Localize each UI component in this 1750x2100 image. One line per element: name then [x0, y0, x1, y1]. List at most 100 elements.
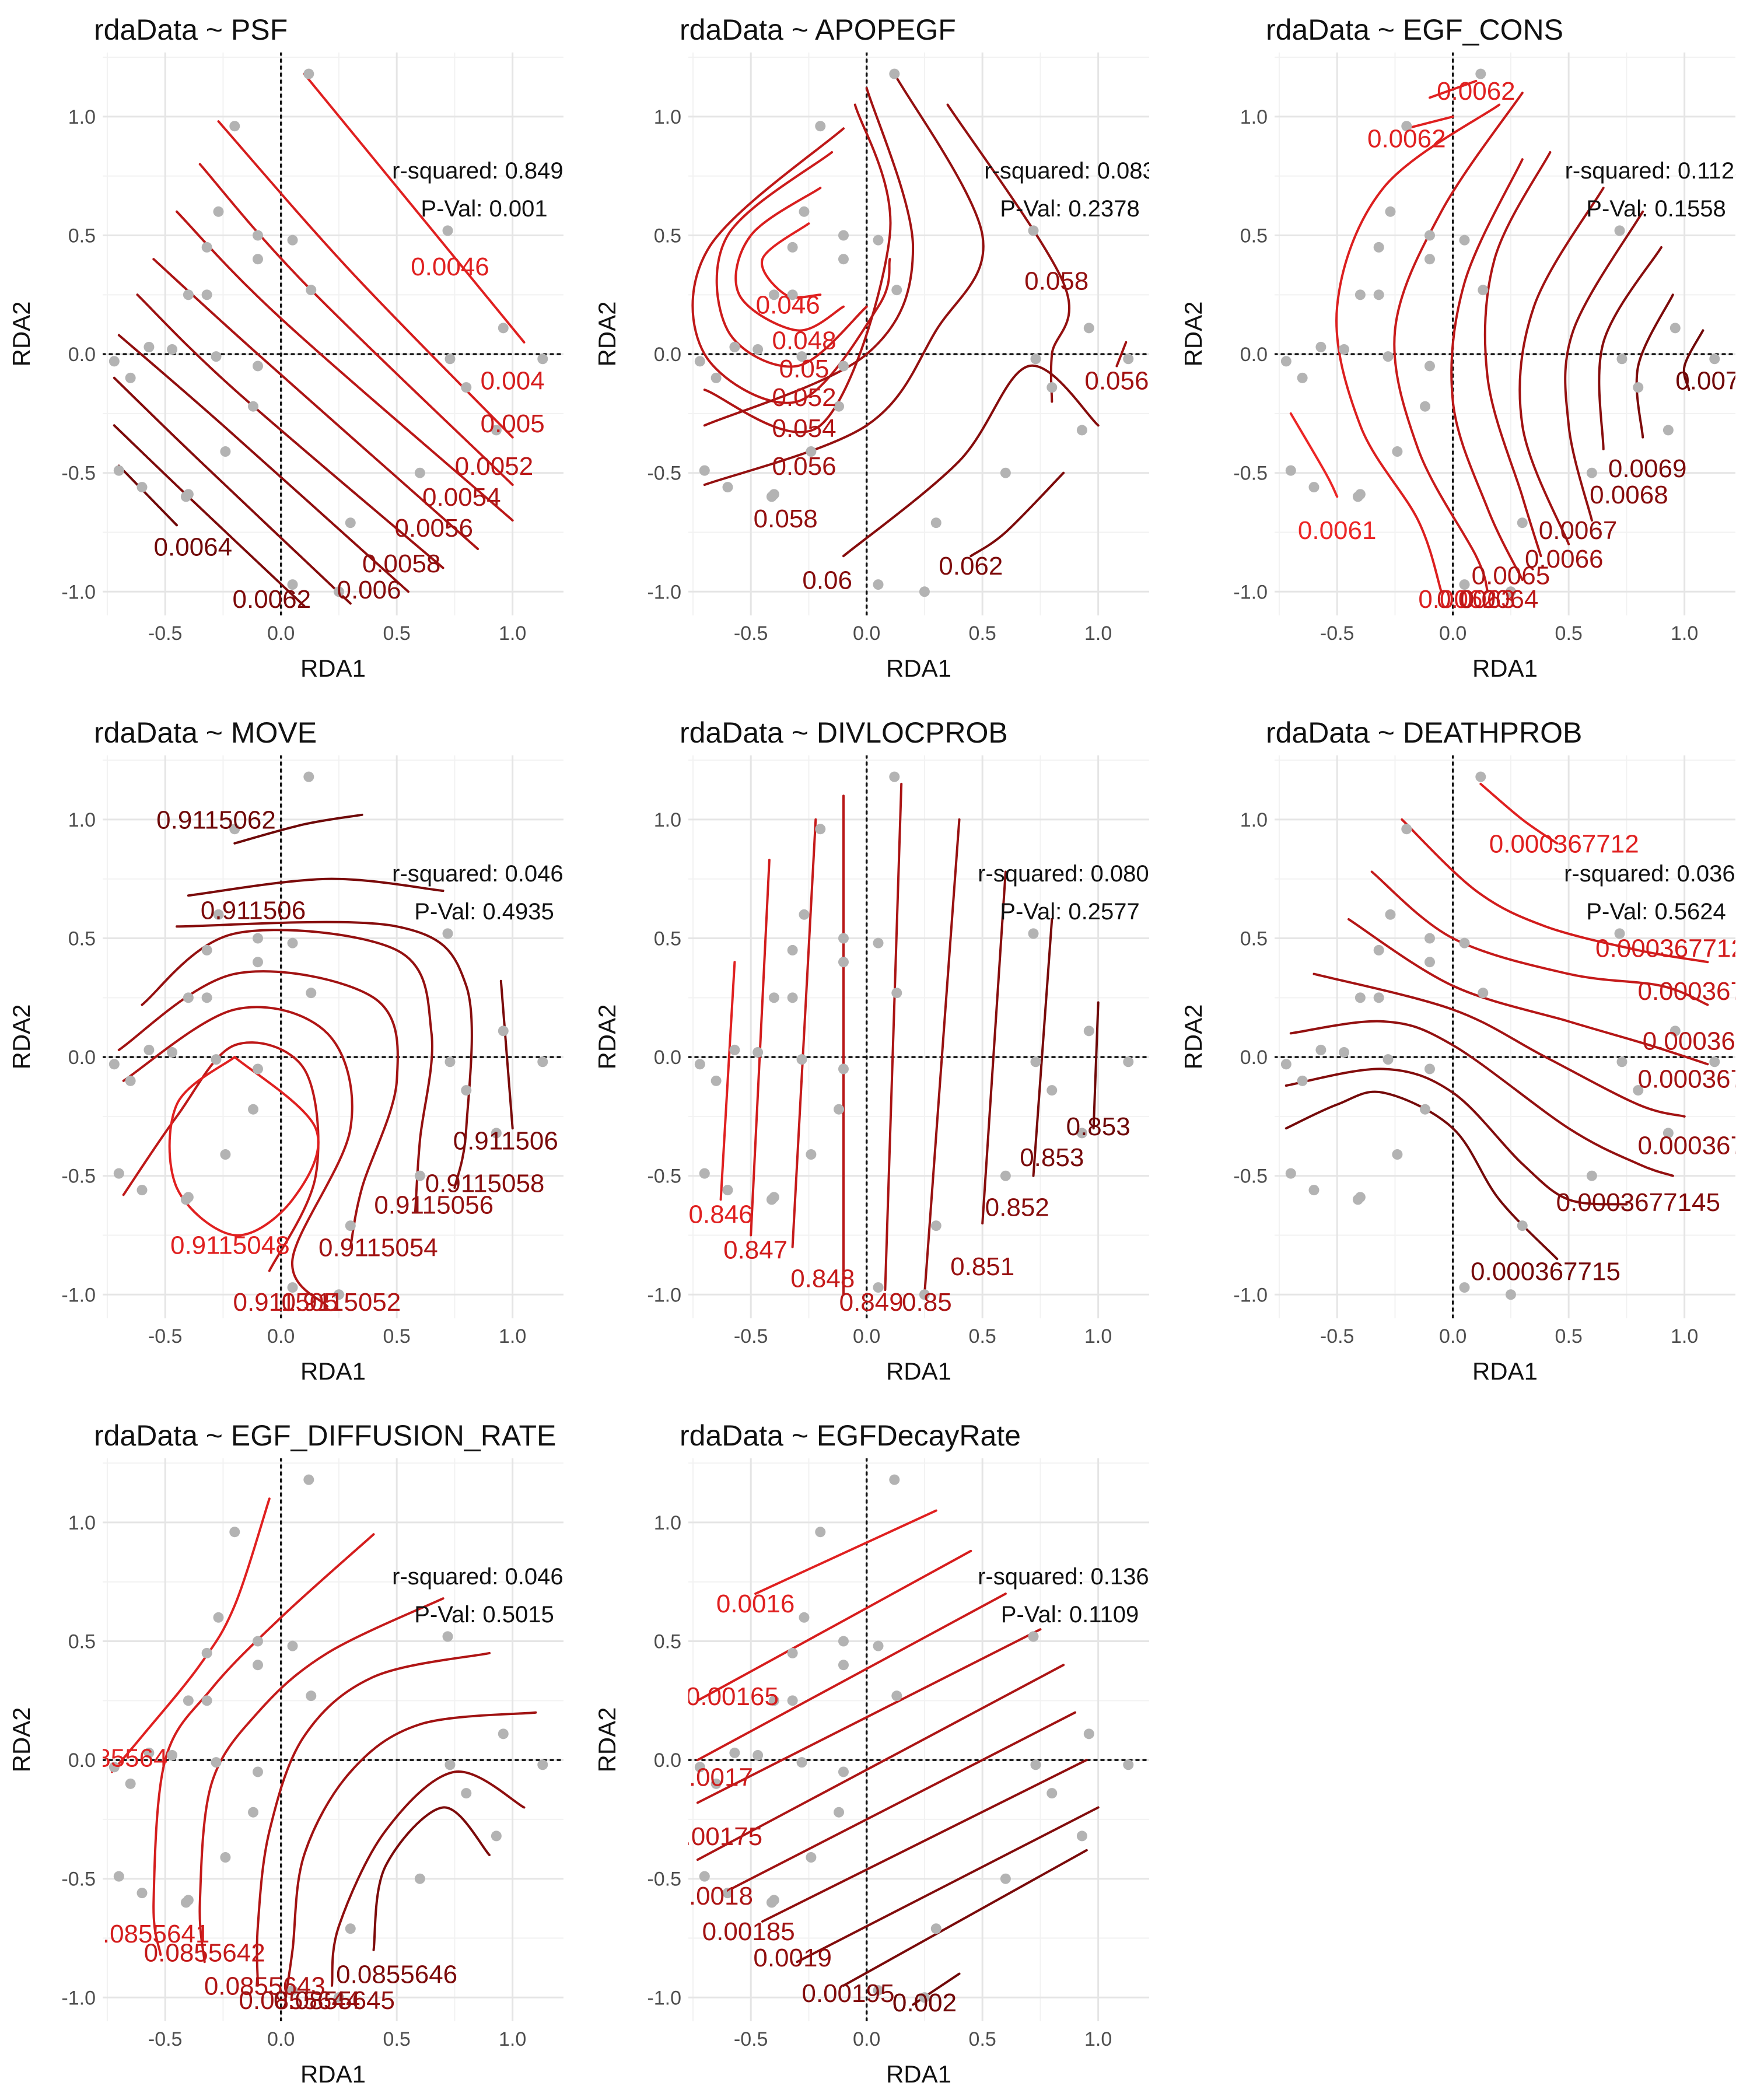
site-point [1586, 467, 1597, 478]
site-point [252, 1636, 263, 1647]
site-point [1123, 354, 1134, 365]
contour-label: 0.0018 [674, 1882, 753, 1910]
contour-label: 0.00165 [686, 1682, 779, 1711]
site-point [722, 482, 733, 493]
y-tick-label: 1.0 [654, 106, 681, 128]
contour-label: 0.062 [939, 552, 1003, 580]
site-point [1285, 1168, 1296, 1179]
contour-line [217, 120, 514, 439]
y-tick-label: 0.0 [1240, 1046, 1268, 1069]
contour-line [152, 1533, 375, 1956]
contour-label: 0.0046 [411, 253, 489, 281]
site-point [491, 1831, 502, 1842]
site-point [1083, 323, 1094, 334]
site-point [838, 1063, 849, 1074]
x-tick-label: 1.0 [1084, 622, 1112, 645]
y-tick-label: -1.0 [61, 581, 96, 603]
y-tick-label: 1.0 [1240, 809, 1268, 831]
p-value-label: P-Val: 0.1558 [1586, 196, 1726, 222]
y-tick-label: -1.0 [1233, 1284, 1268, 1306]
site-point [180, 1194, 191, 1205]
site-point [201, 289, 212, 300]
contour-line [122, 1006, 354, 1308]
site-point [144, 1044, 155, 1055]
x-tick-label: 0.0 [267, 622, 295, 645]
site-point [183, 992, 194, 1003]
site-point [1382, 351, 1394, 362]
x-axis-title: RDA1 [300, 654, 366, 682]
y-axis-title: RDA2 [8, 1707, 35, 1772]
p-value-label: P-Val: 0.1109 [1001, 1602, 1139, 1628]
contour-line [168, 1056, 320, 1237]
r-squared-label: r-squared: 0.0801 [978, 861, 1162, 887]
y-tick-label: 1.0 [68, 1512, 96, 1534]
site-point [442, 225, 453, 236]
contour-label: 0.0019 [753, 1944, 832, 1972]
contour-label: 0.0063 [1437, 585, 1516, 614]
r-squared-label: r-squared: 0.0469 [392, 861, 576, 887]
contour-line [761, 1759, 1088, 1923]
site-point [201, 944, 212, 956]
site-point [919, 1289, 930, 1300]
x-axis-title: RDA1 [300, 2060, 366, 2088]
site-point [220, 446, 231, 457]
site-point [729, 1747, 740, 1758]
site-point [834, 1807, 845, 1818]
contour-line [1393, 92, 1524, 593]
panel-title: rdaData ~ EGF_CONS [1266, 13, 1563, 46]
site-point [1586, 1170, 1597, 1181]
x-tick-label: -0.5 [734, 2028, 768, 2050]
contour-line [1092, 1001, 1100, 1130]
site-point [183, 289, 194, 300]
contour-line [1289, 412, 1339, 498]
x-tick-label: 0.0 [853, 622, 880, 645]
contour-line [1284, 1090, 1559, 1261]
contour-line [113, 376, 352, 605]
site-point [787, 992, 798, 1003]
site-point [1459, 937, 1470, 949]
contour-line [703, 87, 915, 427]
site-point [694, 1059, 705, 1070]
y-tick-label: -0.5 [1233, 1166, 1268, 1188]
contour-label: 0.0003677145 [1556, 1188, 1720, 1217]
contour-label: 0.9115062 [156, 806, 276, 835]
contour-label: 0.00195 [802, 1979, 894, 2008]
panel-title: rdaData ~ MOVE [94, 716, 317, 749]
panel-7: 0.0855640.08556410.08556420.08556430.085… [8, 1419, 564, 2088]
contour-label: 0.0855646 [336, 1960, 457, 1989]
panel-title: rdaData ~ EGF_DIFFUSION_RATE [94, 1419, 556, 1452]
site-point [891, 988, 902, 999]
site-point [1000, 1170, 1011, 1181]
y-tick-label: 1.0 [68, 106, 96, 128]
x-tick-label: -0.5 [148, 2028, 183, 2050]
contour-label: 0.006 [337, 576, 401, 604]
panel-3: 0.00620.00620.00610.00620.00630.00640.00… [1180, 13, 1735, 682]
contour-label: 0.056 [772, 452, 836, 481]
site-point [1373, 944, 1384, 956]
site-point [1315, 341, 1326, 352]
contour-label: 0.0003677125 [1595, 935, 1750, 963]
y-tick-label: -1.0 [61, 1987, 96, 2009]
contour-line [499, 979, 514, 1130]
contour-line [113, 424, 306, 607]
y-tick-label: -1.0 [647, 1987, 681, 2009]
contour-line [141, 929, 433, 1213]
site-point [414, 467, 425, 478]
contour-line [303, 72, 526, 344]
contour-line [1032, 918, 1054, 1177]
y-axis-title: RDA2 [593, 1004, 621, 1069]
site-point [252, 230, 263, 241]
site-point [787, 1647, 798, 1658]
site-point [768, 992, 779, 1003]
site-point [213, 206, 224, 217]
site-point [1076, 425, 1087, 436]
site-point [722, 1888, 733, 1899]
site-point [1339, 344, 1350, 355]
contour-line [198, 1597, 444, 1964]
site-point [1614, 225, 1625, 236]
y-axis-title: RDA2 [1180, 301, 1207, 366]
contour-label: 0.056 [1084, 367, 1149, 396]
site-point [873, 579, 884, 590]
contour-line [754, 1509, 937, 1595]
plot-area: 0.0855640.08556410.08556420.08556430.085… [103, 1458, 564, 2021]
